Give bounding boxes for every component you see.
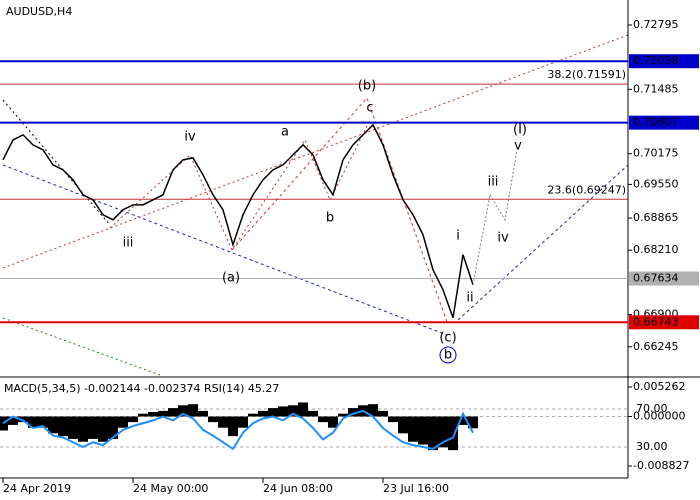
- macd-bar: [58, 416, 68, 437]
- macd-bar: [228, 416, 238, 437]
- level-box: [629, 271, 699, 286]
- x-tick-label: 24 May 00:00: [133, 482, 208, 495]
- macd-bar: [468, 416, 478, 429]
- indicator-label: MACD(5,34,5) -0.002144 -0.002374 RSI(14)…: [4, 382, 279, 395]
- level-label: 0.72058: [633, 54, 679, 67]
- macd-bar: [308, 410, 318, 417]
- y-tick-label: 0.66245: [633, 340, 679, 353]
- macd-bar: [328, 416, 338, 428]
- macd-bar: [288, 405, 298, 417]
- wave-label: iv: [497, 231, 509, 246]
- x-tick-label: 24 Apr 2019: [3, 482, 71, 495]
- forecast-connector: [472, 194, 491, 285]
- wave-label: ii: [466, 291, 473, 306]
- wave-circle: [439, 346, 457, 364]
- level-box: [629, 115, 699, 130]
- y-tick-label: 0.68210: [633, 243, 679, 256]
- macd-bar: [108, 416, 118, 439]
- level-label: 23.6(0.69247): [547, 183, 626, 196]
- macd-bar: [368, 404, 378, 417]
- wave-label: (b): [358, 79, 376, 94]
- y-tick-label: 0.005262: [633, 380, 686, 393]
- macd-bar: [258, 410, 268, 417]
- wave-label: iii: [123, 236, 134, 251]
- wave-label: b: [326, 211, 334, 226]
- wave-label: i: [456, 229, 460, 244]
- macd-bar: [398, 416, 408, 434]
- macd-bar: [428, 416, 438, 451]
- level-box: [629, 315, 699, 330]
- y2-tick-label: 30.00: [636, 440, 668, 453]
- wave-label: iii: [488, 175, 499, 190]
- macd-bar: [128, 416, 138, 423]
- macd-bar: [408, 416, 418, 442]
- macd-bar: [158, 410, 168, 417]
- wave-label: (a): [222, 271, 240, 286]
- macd-bar: [148, 412, 158, 417]
- macd-bar: [278, 406, 288, 417]
- trend-line: [2, 164, 448, 336]
- y-tick-label: 0.69550: [633, 177, 679, 190]
- forecast-line: [489, 149, 518, 222]
- macd-bar: [458, 416, 468, 425]
- macd-bar: [438, 416, 448, 448]
- macd-bar: [448, 416, 458, 451]
- macd-bar: [28, 416, 38, 428]
- trend-line: [2, 34, 629, 269]
- level-box: [629, 54, 699, 69]
- trend-line: [457, 164, 629, 321]
- macd-bar: [78, 416, 88, 442]
- x-tick-label: 23 Jul 16:00: [383, 482, 449, 495]
- y2-tick-label: 70.00: [636, 402, 668, 415]
- macd-bar: [418, 416, 428, 445]
- macd-bar: [68, 416, 78, 439]
- macd-bar: [48, 416, 58, 434]
- wave-label: (I): [513, 123, 527, 138]
- y-tick-label: -0.008827: [633, 459, 689, 472]
- rsi-line: [2, 409, 474, 451]
- y-tick-label: 0.71485: [633, 82, 679, 95]
- macd-bar: [388, 416, 398, 423]
- macd-bar: [198, 410, 208, 417]
- y-tick-label: 0.72795: [633, 18, 679, 31]
- wave-label: iv: [184, 130, 196, 145]
- macd-bar: [118, 416, 128, 428]
- price-line: [2, 123, 474, 318]
- level-label: 0.66743: [633, 315, 679, 328]
- macd-bar: [338, 413, 348, 417]
- macd-bar: [188, 404, 198, 417]
- y-tick-label: 0.70175: [633, 147, 679, 160]
- macd-bar: [38, 416, 48, 428]
- level-label: 0.70807: [633, 116, 679, 129]
- macd-bar: [378, 410, 388, 417]
- x-tick-label: 24 Jun 08:00: [263, 482, 333, 495]
- macd-bar: [318, 416, 328, 423]
- level-label: 0.67634: [633, 272, 679, 285]
- macd-bar: [268, 408, 278, 417]
- macd-bar: [138, 413, 148, 417]
- wave-label: v: [514, 139, 522, 154]
- macd-bar: [18, 416, 28, 423]
- wave-label: (c): [439, 331, 456, 346]
- macd-bar: [8, 416, 18, 425]
- macd-bar: [218, 416, 228, 428]
- macd-bar: [88, 416, 98, 439]
- macd-bar: [238, 416, 248, 428]
- macd-bar: [168, 408, 178, 417]
- macd-bar: [248, 413, 258, 417]
- level-label: 38.2(0.71591): [547, 68, 626, 81]
- macd-bar: [298, 402, 308, 417]
- macd-bar: [178, 405, 188, 417]
- wave-label: c: [366, 101, 373, 116]
- wave-label: a: [281, 125, 289, 140]
- macd-bar: [348, 408, 358, 417]
- wave-label: b: [444, 348, 452, 363]
- macd-bar: [98, 416, 108, 442]
- macd-bar: [208, 416, 218, 423]
- y-tick-label: 0.68865: [633, 211, 679, 224]
- chart-title: AUDUSD,H4: [6, 5, 72, 18]
- y-tick-label: 0.000000: [633, 410, 686, 423]
